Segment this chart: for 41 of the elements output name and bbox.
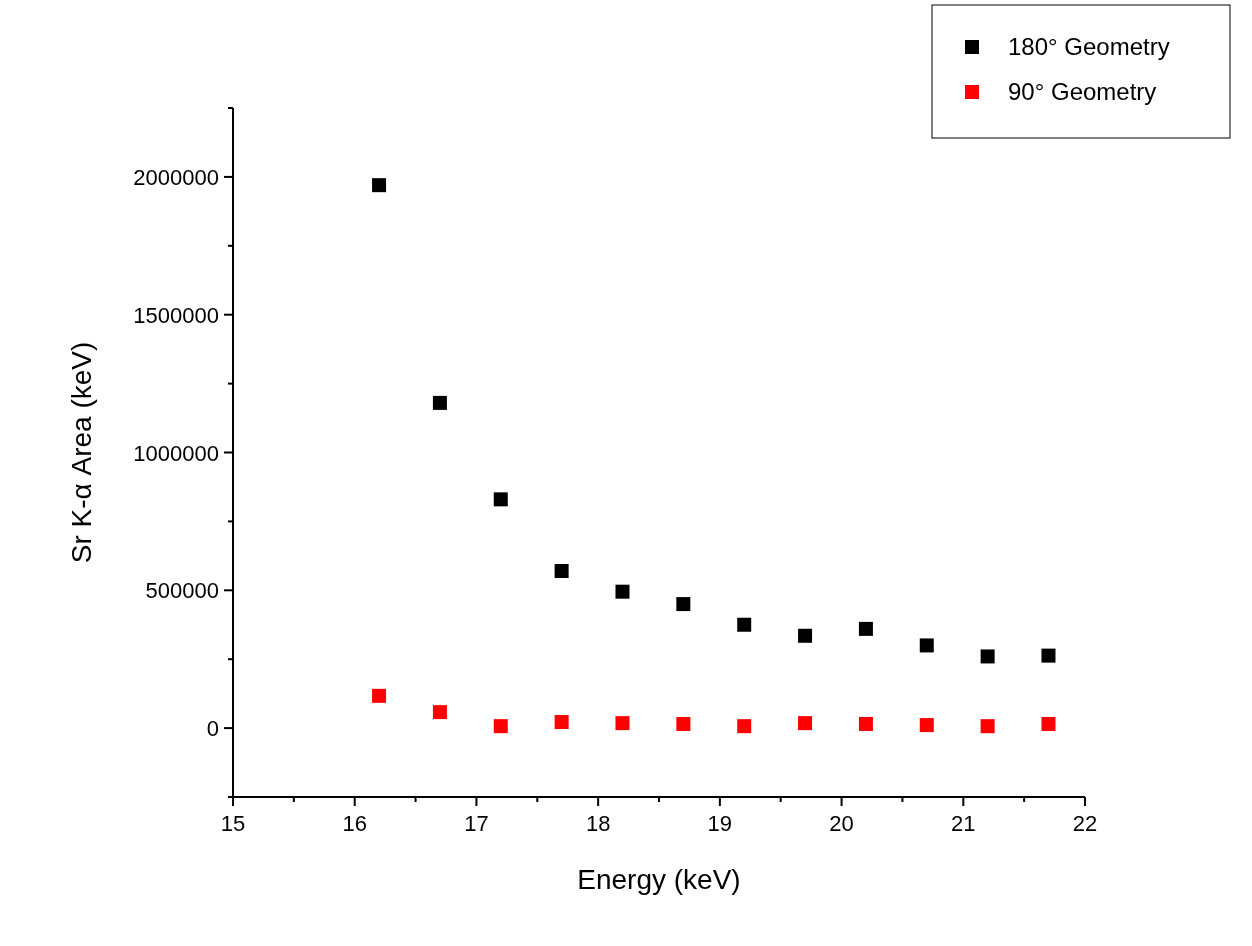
point [676,597,691,612]
point [980,649,995,664]
x-tick-label: 20 [829,811,854,836]
point [858,621,873,636]
y-tick-label: 500000 [145,578,219,604]
point [676,716,691,731]
point [919,718,934,733]
y-tick-label: 2000000 [133,164,219,190]
point [554,564,569,579]
x-tick-label: 17 [464,811,489,836]
point [1041,648,1056,663]
y-tick-label: 1000000 [133,440,219,466]
y-tick-label: 0 [206,716,219,742]
point [737,719,752,734]
x-tick-label: 18 [585,811,611,836]
legend-label: 180° Geometry [1008,33,1170,60]
y-axis-title: Sr K-α Area (keV) [66,341,97,564]
point [432,705,447,720]
x-tick-label: 15 [220,811,246,836]
point [372,178,387,193]
y-tick-label: 1500000 [133,302,219,328]
x-tick-label: 16 [342,811,367,836]
point [1041,716,1056,731]
point [737,617,752,632]
point [615,716,630,731]
x-tick-label: 19 [707,811,733,836]
legend-label: 90° Geometry [1008,78,1157,105]
x-axis-title: Energy (keV) [577,864,741,895]
point [615,584,630,599]
point [493,492,508,507]
point [554,715,569,730]
x-tick-label: 21 [951,811,976,836]
point [372,688,387,703]
point [432,395,447,410]
point [980,719,995,734]
x-tick-label: 22 [1072,811,1098,836]
point [798,628,813,643]
point [858,716,873,731]
point [493,719,508,734]
point [798,716,813,731]
point [919,638,934,653]
